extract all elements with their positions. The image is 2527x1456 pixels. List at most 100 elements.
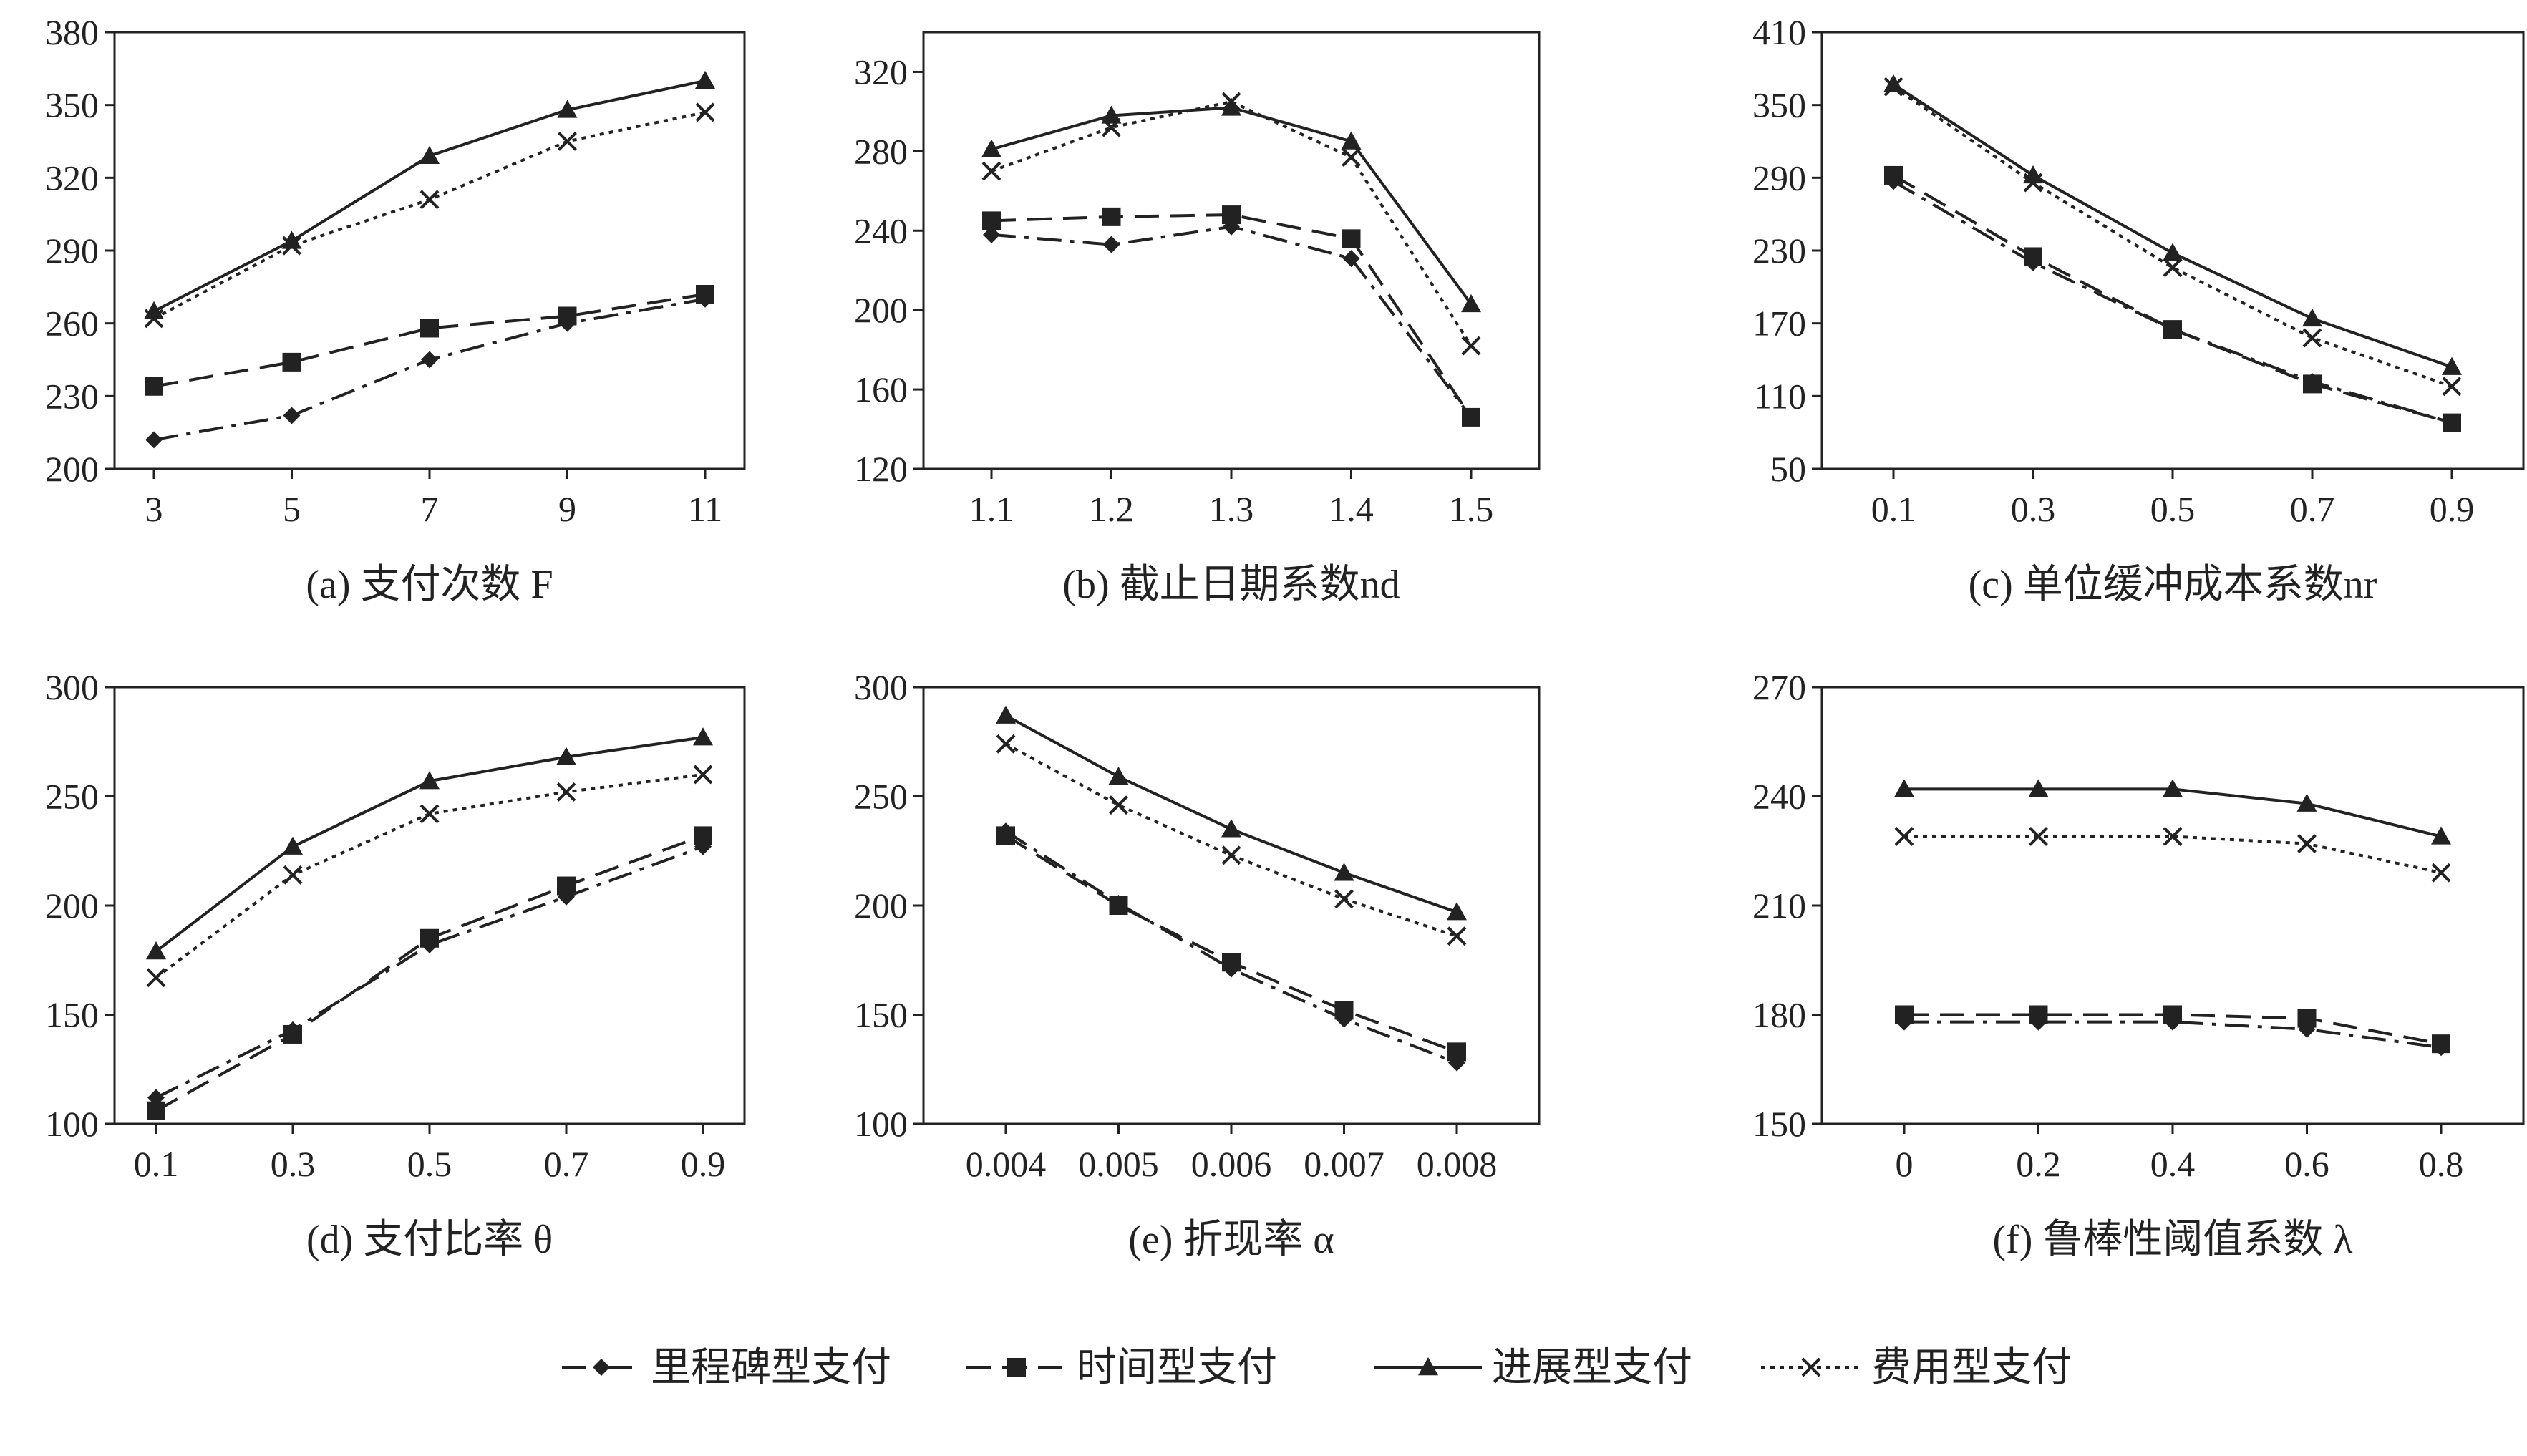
series-3 [1894, 779, 2451, 845]
y-tick-label: 270 [1752, 667, 1806, 707]
legend: 里程碑型支付 时间型支付 进展型支付 费用型支付 [562, 1346, 2072, 1390]
data-point [557, 100, 578, 118]
data-point [1222, 205, 1241, 225]
data-point [419, 771, 440, 790]
data-point [981, 161, 1001, 181]
data-point [1108, 767, 1129, 785]
y-tick-label: 290 [1752, 157, 1806, 198]
legend-item-1: 里程碑型支付 [562, 1346, 891, 1390]
x-tick-label: 0.1 [1871, 489, 1916, 529]
data-point [996, 826, 1015, 845]
series-3 [144, 70, 715, 319]
y-tick-label: 110 [1754, 376, 1806, 416]
series-1 [147, 838, 712, 1107]
x-tick-label: 1.4 [1329, 489, 1374, 529]
data-point [283, 407, 301, 424]
data-point [2442, 377, 2462, 397]
y-tick-label: 380 [45, 12, 99, 52]
data-point [283, 1024, 302, 1044]
data-point [1334, 863, 1354, 881]
y-tick-label: 250 [854, 777, 908, 817]
y-tick-label: 240 [854, 210, 908, 251]
data-point [2432, 1034, 2450, 1054]
data-point [2431, 826, 2451, 845]
data-point [695, 102, 715, 122]
data-point [695, 70, 715, 89]
data-point [2163, 243, 2183, 261]
legend-marker [1007, 1358, 1026, 1377]
plot-frame [113, 31, 746, 470]
chart-caption: (a) 支付次数 F [306, 563, 553, 607]
data-point [2023, 173, 2043, 193]
data-point [420, 928, 439, 948]
data-point [2029, 1005, 2048, 1024]
chart-caption: (f) 鲁棒性阈值系数 λ [1992, 1218, 2352, 1262]
legend-item-2: 时间型支付 [966, 1346, 1277, 1390]
legend-marker [1418, 1357, 1438, 1376]
legend-label: 里程碑型支付 [651, 1346, 891, 1390]
data-point [2303, 374, 2322, 394]
data-point [1102, 207, 1121, 226]
data-point [1102, 117, 1121, 137]
y-tick-label: 350 [45, 85, 99, 125]
data-point [1894, 827, 1914, 846]
series-2 [1895, 1005, 2450, 1054]
series-line [1005, 742, 1457, 938]
x-tick-label: 1.5 [1449, 489, 1494, 529]
chart-panel-2: 120 160 200 240 280 320 1.1 1.2 1.3 1.4 1.5 (b) 截止日… [854, 31, 1541, 607]
chart-caption: (e) 折现率 α [1128, 1218, 1334, 1262]
x-tick-label: 0.8 [2419, 1144, 2464, 1184]
series-2 [996, 826, 1466, 1062]
series-4 [981, 92, 1481, 356]
x-tick-label: 0.005 [1078, 1144, 1159, 1184]
data-point [2024, 247, 2042, 266]
series-line [1892, 180, 2453, 424]
chart-panel-1: 200 230 260 290 320 350 380 3 5 7 9 11 (a) 支付次数 F [45, 12, 746, 607]
series-2 [145, 285, 714, 396]
x-tick-label: 0.6 [2284, 1144, 2329, 1184]
plot-frame [1820, 686, 2525, 1125]
y-tick-label: 320 [854, 52, 908, 92]
x-tick-label: 7 [421, 489, 439, 529]
legend-marker [1801, 1357, 1821, 1377]
series-4 [144, 102, 715, 329]
chart-panel-5: 100 150 200 250 300 0.004 0.005 0.006 0.007 0.008… [854, 667, 1541, 1262]
legend-label: 时间型支付 [1077, 1346, 1277, 1390]
data-point [419, 190, 440, 210]
data-point [1334, 1001, 1354, 1020]
data-point [1101, 105, 1122, 124]
data-point [2028, 779, 2049, 797]
series-4 [1883, 77, 2462, 397]
x-tick-label: 0.008 [1417, 1144, 1498, 1184]
data-point [1447, 902, 1467, 921]
data-point [419, 145, 440, 165]
data-point [983, 225, 1000, 243]
x-tick-label: 3 [145, 489, 163, 529]
data-point [981, 139, 1001, 157]
x-tick-label: 1.1 [969, 489, 1014, 529]
data-point [2431, 863, 2451, 883]
y-tick-label: 150 [45, 995, 99, 1035]
x-tick-label: 0.7 [544, 1144, 589, 1184]
series-line [155, 736, 704, 953]
x-tick-label: 0.4 [2150, 1144, 2196, 1184]
data-point [1109, 896, 1128, 915]
data-point [556, 747, 576, 765]
x-tick-label: 0.3 [271, 1144, 316, 1184]
data-point [2302, 308, 2322, 327]
series-line [991, 225, 1473, 419]
data-point [282, 352, 301, 372]
y-tick-label: 50 [1770, 449, 1806, 489]
x-tick-label: 0.9 [2430, 489, 2475, 529]
y-tick-label: 120 [854, 449, 908, 489]
data-point [1462, 407, 1480, 427]
series-line [153, 79, 706, 313]
series-2 [982, 205, 1480, 427]
x-tick-label: 0.004 [966, 1144, 1047, 1184]
data-point [1221, 92, 1241, 112]
x-tick-label: 9 [558, 489, 576, 529]
data-point [283, 836, 303, 855]
y-tick-label: 320 [45, 157, 99, 198]
data-point [144, 309, 164, 329]
data-point [1461, 293, 1481, 313]
